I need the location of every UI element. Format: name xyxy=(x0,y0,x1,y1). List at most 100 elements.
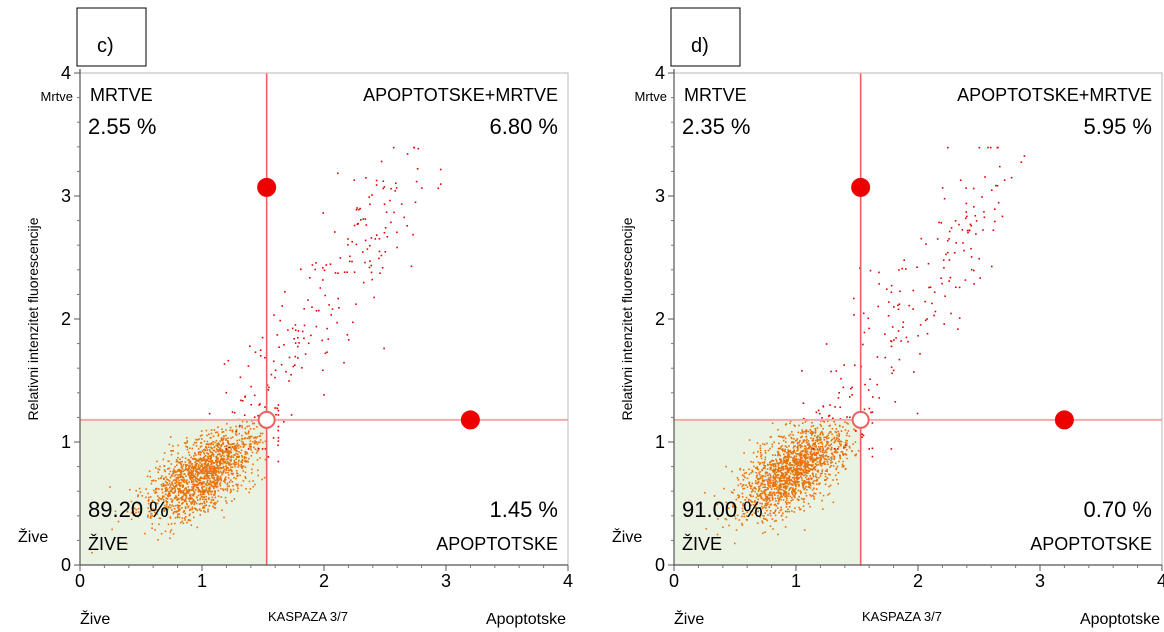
live-cell-point xyxy=(175,504,177,507)
dead-cell-point xyxy=(378,238,381,240)
live-cell-point xyxy=(188,490,190,493)
live-cell-point xyxy=(200,458,203,460)
live-cell-point xyxy=(213,429,216,431)
live-cell-point xyxy=(792,450,795,452)
live-cell-point xyxy=(182,511,185,513)
live-cell-point xyxy=(243,437,246,440)
gate-center-handle[interactable] xyxy=(257,410,276,429)
dead-cell-point xyxy=(338,307,340,309)
live-cell-point xyxy=(746,511,749,513)
live-cell-point xyxy=(236,473,239,475)
live-cell-point xyxy=(751,510,754,513)
live-cell-point xyxy=(819,448,822,450)
live-cell-point xyxy=(762,498,764,501)
live-cell-point xyxy=(783,491,786,493)
live-cell-point xyxy=(173,479,176,481)
dead-cell-point xyxy=(347,339,350,341)
live-cell-point xyxy=(810,453,813,456)
live-cell-point xyxy=(212,505,214,508)
gate-handle[interactable] xyxy=(851,177,871,197)
live-cell-point xyxy=(766,474,769,477)
gate-handle[interactable] xyxy=(460,410,480,430)
live-cell-point xyxy=(175,478,178,481)
live-cell-point xyxy=(182,465,184,468)
live-cell-point xyxy=(186,479,188,481)
live-cell-point xyxy=(786,482,789,485)
gate-center-handle[interactable] xyxy=(851,410,870,429)
live-cell-point xyxy=(743,472,746,475)
dead-cell-point xyxy=(868,327,870,330)
live-cell-point xyxy=(190,524,193,526)
live-cell-point xyxy=(770,466,772,469)
live-cell-point xyxy=(779,435,782,438)
gate-handle[interactable] xyxy=(1054,410,1074,430)
live-cell-point xyxy=(785,503,788,505)
live-cell-point xyxy=(180,478,183,481)
live-cell-point xyxy=(831,428,834,430)
dead-cell-point xyxy=(266,384,269,386)
live-cell-point xyxy=(764,492,766,495)
live-cell-point xyxy=(826,477,829,479)
live-cell-point xyxy=(181,520,184,523)
live-cell-point xyxy=(752,490,754,492)
live-cell-point xyxy=(213,449,216,452)
live-cell-point xyxy=(758,487,761,490)
live-cell-point xyxy=(812,473,814,475)
live-cell-point xyxy=(166,488,169,491)
dead-cell-point xyxy=(966,229,969,232)
live-cell-point xyxy=(756,493,758,495)
live-cell-point xyxy=(765,518,767,520)
live-cell-point xyxy=(261,432,264,435)
live-cell-point xyxy=(199,508,201,510)
dead-cell-point xyxy=(802,402,805,404)
live-cell-point xyxy=(755,467,757,469)
live-cell-point xyxy=(208,505,211,507)
live-cell-point xyxy=(807,466,809,469)
live-cell-point xyxy=(775,488,778,490)
live-cell-point xyxy=(809,505,811,508)
live-cell-point xyxy=(177,490,180,493)
live-cell-point xyxy=(174,497,176,500)
live-cell-point xyxy=(191,488,194,490)
live-cell-point xyxy=(168,491,170,493)
live-cell-point xyxy=(793,496,796,499)
live-cell-point xyxy=(794,491,796,493)
gate-handle[interactable] xyxy=(257,177,277,197)
live-cell-point xyxy=(818,454,821,457)
dead-cell-point xyxy=(931,302,933,305)
live-cell-point xyxy=(223,461,225,463)
dead-cell-point xyxy=(941,282,943,285)
live-cell-point xyxy=(178,501,180,504)
live-cell-point xyxy=(773,477,775,480)
live-cell-point xyxy=(822,447,824,450)
dead-cell-point xyxy=(334,272,337,274)
live-cell-point xyxy=(207,510,209,513)
dead-cell-point xyxy=(370,271,373,274)
live-cell-point xyxy=(218,453,221,455)
live-cell-point xyxy=(805,435,808,438)
live-cell-point xyxy=(182,486,184,488)
live-cell-point xyxy=(805,447,807,449)
live-cell-point xyxy=(203,475,206,478)
live-cell-point xyxy=(239,445,242,448)
dead-cell-point xyxy=(876,383,878,386)
dead-cell-point xyxy=(264,406,266,408)
live-cell-point xyxy=(784,461,787,464)
live-cell-point xyxy=(813,458,816,461)
live-cell-point xyxy=(204,498,206,501)
dead-cell-point xyxy=(384,251,387,253)
live-cell-point xyxy=(222,488,224,490)
live-cell-point xyxy=(199,446,202,448)
live-cell-point xyxy=(205,470,207,472)
live-cell-point xyxy=(802,469,804,471)
live-cell-point xyxy=(171,483,173,485)
live-cell-point xyxy=(234,433,237,435)
live-cell-point xyxy=(789,450,792,452)
live-cell-point xyxy=(213,477,216,479)
live-cell-point xyxy=(246,452,249,455)
live-cell-point xyxy=(164,470,166,473)
live-cell-point xyxy=(762,532,764,534)
live-cell-point xyxy=(805,457,807,459)
live-cell-point xyxy=(201,465,203,467)
dead-cell-point xyxy=(887,315,890,317)
